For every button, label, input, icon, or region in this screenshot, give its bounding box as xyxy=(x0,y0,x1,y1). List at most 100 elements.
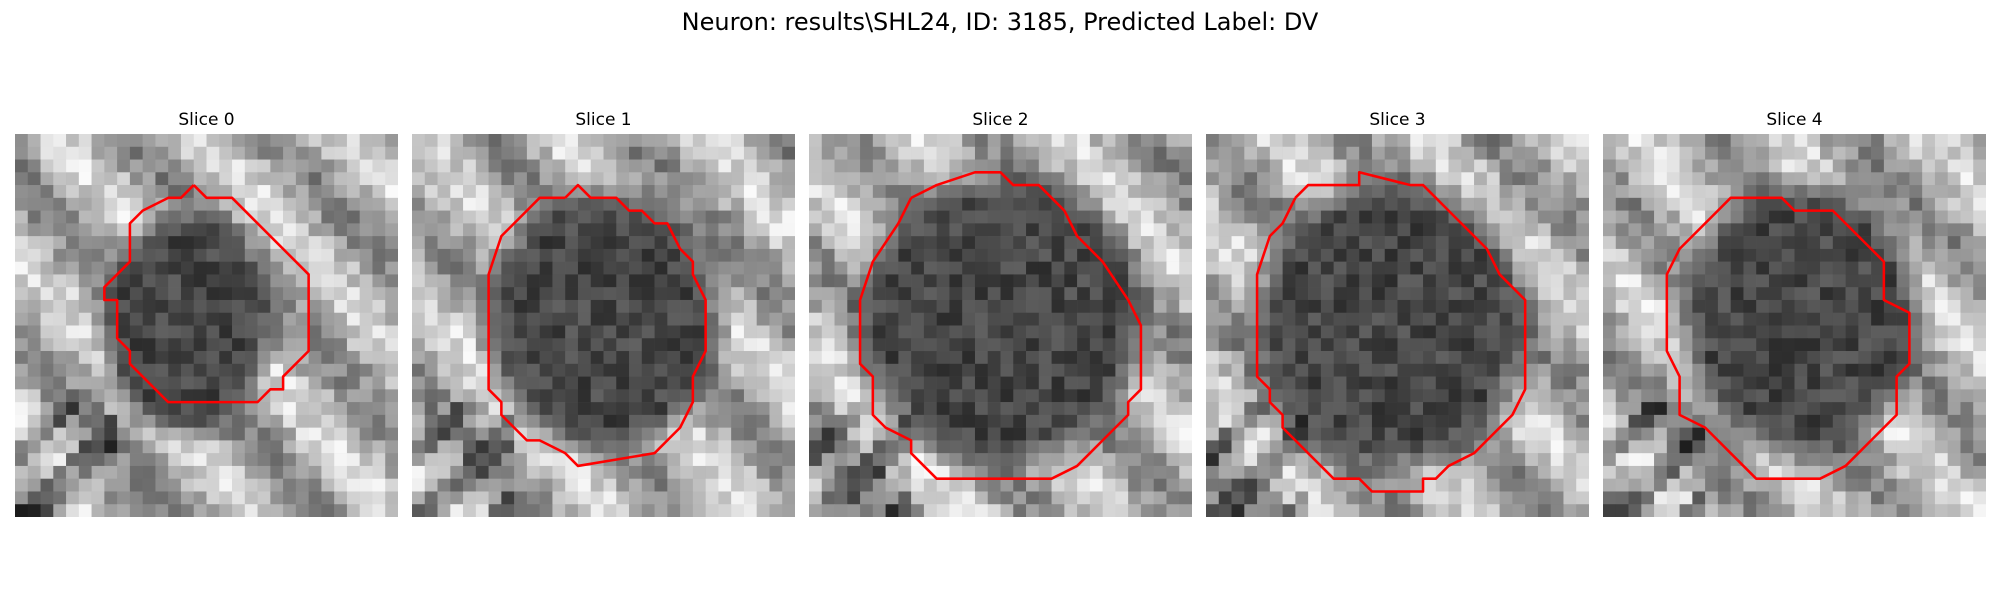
image-pixel xyxy=(1115,351,1129,365)
image-pixel xyxy=(654,159,668,173)
image-pixel xyxy=(1730,159,1744,173)
image-pixel xyxy=(1666,427,1680,441)
image-pixel xyxy=(1384,376,1398,390)
image-pixel xyxy=(1743,261,1757,275)
image-pixel xyxy=(885,210,899,224)
image-pixel xyxy=(834,491,848,505)
image-pixel xyxy=(834,299,848,313)
image-pixel xyxy=(1654,338,1668,352)
image-pixel xyxy=(1947,146,1961,160)
image-pixel xyxy=(1064,236,1078,250)
image-pixel xyxy=(514,146,528,160)
image-pixel xyxy=(769,248,783,262)
image-pixel xyxy=(206,287,220,301)
image-pixel xyxy=(705,312,719,326)
image-pixel xyxy=(1909,248,1923,262)
image-pixel xyxy=(923,299,937,313)
image-pixel xyxy=(1410,504,1424,517)
image-pixel xyxy=(667,338,681,352)
image-pixel xyxy=(1705,453,1719,467)
image-pixel xyxy=(257,274,271,288)
image-pixel xyxy=(1051,299,1065,313)
image-pixel xyxy=(1346,376,1360,390)
image-pixel xyxy=(66,440,80,454)
image-pixel xyxy=(911,427,925,441)
image-pixel xyxy=(1768,465,1782,479)
image-pixel xyxy=(346,223,360,237)
image-pixel xyxy=(1140,427,1154,441)
image-pixel xyxy=(565,389,579,403)
image-pixel xyxy=(821,197,835,211)
image-pixel xyxy=(1269,172,1283,186)
image-pixel xyxy=(1832,491,1846,505)
image-pixel xyxy=(1883,134,1897,148)
image-pixel xyxy=(1038,440,1052,454)
image-pixel xyxy=(1654,159,1668,173)
image-pixel xyxy=(974,236,988,250)
image-pixel xyxy=(936,338,950,352)
image-pixel xyxy=(206,172,220,186)
image-pixel xyxy=(1359,134,1373,148)
image-pixel xyxy=(923,159,937,173)
image-pixel xyxy=(78,248,92,262)
image-pixel xyxy=(1269,504,1283,517)
image-pixel xyxy=(1371,248,1385,262)
image-pixel xyxy=(1756,427,1770,441)
image-pixel xyxy=(1947,274,1961,288)
image-pixel xyxy=(1794,351,1808,365)
image-pixel xyxy=(1333,312,1347,326)
image-pixel xyxy=(15,312,29,326)
image-pixel xyxy=(40,287,54,301)
image-pixel xyxy=(1666,465,1680,479)
image-pixel xyxy=(1820,236,1834,250)
image-pixel xyxy=(1026,325,1040,339)
image-pixel xyxy=(1461,427,1475,441)
image-pixel xyxy=(565,274,579,288)
image-pixel xyxy=(1973,414,1986,428)
image-pixel xyxy=(27,351,41,365)
image-pixel xyxy=(40,261,54,275)
image-pixel xyxy=(1282,402,1296,416)
image-pixel xyxy=(629,312,643,326)
image-pixel xyxy=(1128,159,1142,173)
image-pixel xyxy=(1743,274,1757,288)
image-pixel xyxy=(1320,440,1334,454)
image-pixel xyxy=(1550,440,1564,454)
image-pixel xyxy=(15,146,29,160)
image-pixel xyxy=(27,491,41,505)
image-pixel xyxy=(1768,185,1782,199)
slice-0-title: Slice 0 xyxy=(178,110,235,130)
image-pixel xyxy=(1359,465,1373,479)
image-pixel xyxy=(1717,274,1731,288)
image-pixel xyxy=(885,338,899,352)
image-pixel xyxy=(1934,274,1948,288)
image-pixel xyxy=(295,389,309,403)
image-pixel xyxy=(129,223,143,237)
image-pixel xyxy=(1486,376,1500,390)
image-pixel xyxy=(450,185,464,199)
image-pixel xyxy=(821,351,835,365)
image-pixel xyxy=(308,172,322,186)
image-pixel xyxy=(463,465,477,479)
image-pixel xyxy=(514,338,528,352)
image-pixel xyxy=(847,465,861,479)
image-pixel xyxy=(629,376,643,390)
image-pixel xyxy=(219,134,233,148)
image-pixel xyxy=(1858,465,1872,479)
image-pixel xyxy=(898,363,912,377)
image-pixel xyxy=(346,312,360,326)
image-pixel xyxy=(1179,236,1192,250)
image-pixel xyxy=(1947,402,1961,416)
image-pixel xyxy=(1038,312,1052,326)
image-pixel xyxy=(1346,402,1360,416)
image-pixel xyxy=(974,210,988,224)
image-pixel xyxy=(629,299,643,313)
image-pixel xyxy=(1550,134,1564,148)
image-pixel xyxy=(1896,223,1910,237)
image-pixel xyxy=(1679,389,1693,403)
image-pixel xyxy=(1692,197,1706,211)
image-pixel xyxy=(834,185,848,199)
image-pixel xyxy=(1922,236,1936,250)
image-pixel xyxy=(270,440,284,454)
image-pixel xyxy=(1845,134,1859,148)
